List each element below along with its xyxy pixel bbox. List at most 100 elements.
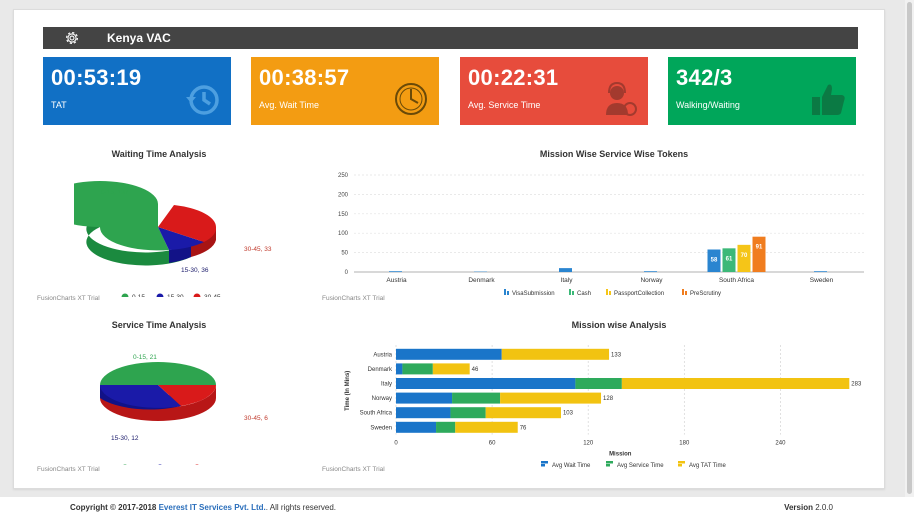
mission-category-label: Norway [372, 396, 392, 402]
mission-x-tick: 240 [775, 441, 786, 447]
mission-category-label: Denmark [368, 367, 393, 373]
mission-legend-label: Avg Wait Time [552, 463, 591, 469]
mission-bar [396, 348, 502, 360]
tokens-bar [559, 268, 572, 272]
mission-bar [396, 421, 437, 433]
tokens-legend-label: VisaSubmission [512, 291, 555, 297]
mission-bar [485, 407, 561, 419]
tokens-bar [737, 244, 751, 272]
waiting-pie-legend: 0-15 15-30 30-45 [121, 293, 221, 297]
tokens-x-label: Italy [561, 277, 574, 284]
tat-card: 00:53:19 TAT [43, 57, 231, 125]
mission-total-label: 46 [472, 367, 479, 373]
page-title: Kenya VAC [107, 31, 171, 45]
service-pie-chart: 0-15, 21 15-30, 12 30-45, 6 0-15 15-30 3… [100, 354, 268, 465]
mission-x-axis-title: Mission [609, 452, 632, 458]
mission-x-tick: 180 [679, 441, 690, 447]
wait-time-value: 00:38:57 [259, 65, 350, 90]
tokens-legend-icon [572, 291, 574, 295]
history-icon [186, 85, 219, 115]
mission-category-label: South Africa [360, 411, 393, 417]
walking-waiting-value: 342/3 [676, 65, 733, 90]
mission-category-label: Austria [373, 352, 392, 358]
tokens-legend-icon [609, 291, 611, 295]
tokens-bar [707, 249, 721, 272]
clock-icon [395, 83, 427, 115]
tokens-chart-title: Mission Wise Service Wise Tokens [539, 149, 689, 159]
legend-0-15: 0-15 [132, 294, 145, 297]
mission-chart-title: Mission wise Analysis [571, 320, 667, 330]
tokens-legend-icon [606, 289, 608, 295]
tokens-data-label: 91 [756, 245, 763, 251]
mission-bar [455, 421, 518, 433]
mission-bar [396, 363, 403, 375]
page-header: Kenya VAC [43, 27, 858, 49]
mission-bar [402, 363, 433, 375]
tokens-chart: 250 200 150 100 50 0 Austria Denmark Italy Norway… [338, 173, 864, 297]
mission-chart-trial: FusionCharts XT Trial [322, 466, 385, 473]
mission-legend-icon [606, 464, 610, 467]
tokens-y-tick: 200 [338, 192, 349, 198]
company-link[interactable]: Everest IT Services Pvt. Ltd. [158, 503, 266, 512]
waiting-pie-title: Waiting Time Analysis [111, 149, 207, 159]
tat-label: TAT [51, 100, 67, 110]
service-pie-label-30-45: 30-45, 6 [244, 415, 268, 422]
mission-bar [436, 421, 456, 433]
tokens-y-tick: 0 [345, 270, 349, 276]
wait-time-card: 00:38:57 Avg. Wait Time [251, 57, 439, 125]
scrollbar-thumb[interactable] [907, 2, 912, 494]
mission-bar [396, 378, 576, 389]
mission-total-label: 103 [563, 411, 574, 417]
tokens-legend-icon [504, 289, 506, 295]
walking-waiting-card: 342/3 Walking/Waiting [668, 57, 856, 125]
mission-total-label: 76 [520, 425, 527, 431]
mission-legend-icon [606, 461, 613, 464]
service-pie-label-0-15: 0-15, 21 [133, 354, 157, 361]
mission-bar [501, 348, 610, 360]
mission-bar [396, 392, 453, 404]
mission-bar [500, 392, 602, 404]
tokens-data-label: 70 [741, 253, 748, 259]
tokens-x-label: Sweden [810, 277, 834, 284]
mission-legend-label: Avg Service Time [617, 463, 664, 469]
tokens-legend-icon [685, 291, 687, 295]
mission-chart: 0 60 120 180 240 Austria 133 Denmark 46 Italy 283 N… [345, 345, 862, 469]
mission-total-label: 133 [611, 352, 622, 358]
mission-bar [432, 363, 470, 375]
support-agent-icon [606, 81, 637, 116]
mission-bar [452, 392, 501, 404]
tokens-y-tick: 100 [338, 231, 349, 237]
service-pie-title: Service Time Analysis [111, 320, 207, 330]
pie-slice-15-30 [100, 385, 181, 408]
vertical-scrollbar[interactable] [905, 0, 914, 497]
waiting-pie-label-15-30: 15-30, 36 [181, 267, 209, 274]
service-pie-trial: FusionCharts XT Trial [37, 466, 100, 473]
mission-total-label: 283 [851, 382, 862, 388]
walking-waiting-label: Walking/Waiting [676, 100, 740, 110]
mission-legend-icon [541, 461, 548, 464]
version-label: Version [784, 503, 813, 512]
tokens-data-label: 61 [726, 256, 733, 262]
waiting-pie-chart: 0-15, 137 15-30, 36 30-45, 33 0-15 15-30… [74, 181, 272, 297]
version: Version 2.0.0 [784, 503, 833, 512]
legend-15-30: 15-30 [167, 294, 184, 297]
pie-slice-side-15-30 [86, 214, 191, 266]
tokens-data-label: 58 [711, 257, 718, 263]
tokens-x-label: Norway [640, 277, 663, 284]
gear-icon[interactable] [61, 27, 83, 49]
tokens-bar [814, 271, 827, 272]
tokens-legend-label: PreScrutiny [690, 291, 721, 297]
waiting-pie-3d [74, 181, 217, 266]
tokens-legend-icon [682, 289, 684, 295]
mission-x-tick: 60 [489, 441, 496, 447]
rights-text: . All rights reserved. [265, 503, 337, 512]
copyright: Copyright © 2017-2018 Everest IT Service… [70, 503, 336, 512]
mission-legend-icon [678, 461, 685, 464]
waiting-pie-label-0-15: 0-15, 137 [101, 189, 129, 196]
legend-30-45: 30-45 [204, 294, 221, 297]
wait-time-label: Avg. Wait Time [259, 100, 320, 110]
tokens-y-tick: 50 [341, 251, 348, 257]
mission-total-label: 128 [603, 396, 614, 402]
pie-slice-30-45 [158, 205, 217, 242]
pie-slice-side-green [100, 385, 216, 421]
